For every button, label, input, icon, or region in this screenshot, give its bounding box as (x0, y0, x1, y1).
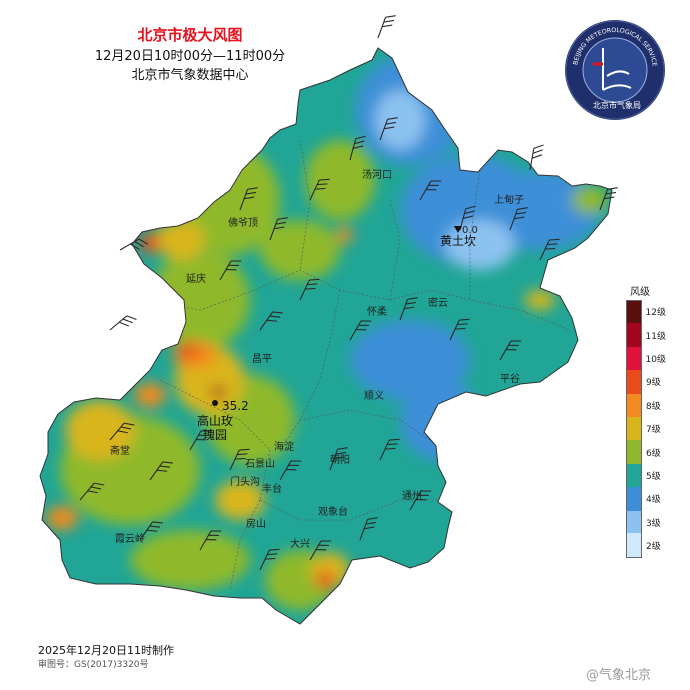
label-shangdianzi: 上甸子 (494, 193, 524, 206)
legend-label: 9级 (646, 378, 661, 389)
label-guanxiangtai: 观象台 (318, 505, 348, 518)
beijing-boundary (39, 47, 613, 625)
made-time: 2025年12月20日11时制作 (38, 644, 174, 657)
legend-swatch (626, 463, 642, 488)
label-daxing: 大兴 (290, 537, 310, 550)
label-fo-ye-ding: 佛爷顶 (228, 216, 258, 229)
bms-logo: BEIJING METEOROLOGICAL SERVICE 北京市气象局 (565, 20, 665, 120)
wind-legend: 风级 12级 11级 10级 9级 8级 7级 6级 5级 4级 3级 2级 (626, 283, 666, 558)
legend-swatch (626, 487, 642, 511)
legend-label: 2级 (646, 542, 661, 553)
legend-swatch (626, 299, 642, 324)
legend-swatch (626, 533, 642, 558)
time-range: 12月20日10时00分—11时00分 (94, 49, 286, 64)
legend-label: 11级 (645, 331, 666, 342)
legend-item: 6级 (626, 440, 666, 464)
label-changping: 昌平 (252, 353, 272, 365)
label-huangtukan: 黄土坎 (440, 234, 476, 248)
map-title: 北京市极大风图 (137, 26, 243, 44)
label-tongzhou: 通州 (402, 490, 422, 502)
legend-label: 5级 (646, 471, 661, 482)
max-wind-marker (212, 400, 218, 406)
max-value: 35.2 (222, 399, 249, 413)
huangtukan-marker (454, 226, 462, 233)
label-pinggu: 平谷 (500, 373, 520, 385)
huangtukan-value: 0.0 (462, 225, 478, 236)
legend-swatch (626, 370, 642, 394)
legend-item: 8级 (626, 393, 666, 417)
legend-swatch (626, 346, 642, 371)
legend-title: 风级 (630, 287, 650, 298)
label-huairou: 怀柔 (367, 306, 387, 318)
wind-barb (109, 312, 138, 338)
label-chaoyang: 朝阳 (330, 454, 350, 466)
legend-swatch (626, 440, 642, 464)
legend-item: 4级 (626, 487, 666, 511)
label-haidian: 海淀 (274, 440, 294, 453)
legend-label: 6级 (646, 448, 661, 459)
legend-item: 10级 (626, 346, 666, 371)
logo-cn-text: 北京市气象局 (593, 100, 641, 110)
label-gaoshan: 高山玫 (197, 413, 233, 428)
label-yanqing: 延庆 (186, 272, 206, 285)
label-miyun: 密云 (428, 296, 448, 309)
data-source: 北京市气象数据中心 (131, 68, 249, 83)
label-gaoshan-2: 瑰园 (203, 427, 227, 442)
legend-item: 3级 (626, 510, 666, 534)
place-labels: 汤河口 上甸子 黄土坎 0.0 佛爷顶 延庆 怀柔 密云 昌平 平谷 顺义 35… (110, 168, 524, 550)
legend-label: 7级 (646, 425, 661, 436)
legend-label: 12级 (645, 308, 666, 319)
legend-swatch (626, 393, 642, 417)
label-shunyi: 顺义 (364, 390, 384, 402)
legend-item: 7级 (626, 416, 666, 441)
legend-label: 8级 (646, 401, 661, 412)
legend-item: 5级 (626, 463, 666, 488)
legend-item: 11级 (626, 323, 666, 347)
legend-label: 10级 (645, 354, 666, 365)
legend-swatch (626, 510, 642, 534)
label-zhaitang: 斋堂 (110, 444, 130, 457)
label-fangshan: 房山 (246, 517, 266, 530)
map-approval: 审图号：GS(2017)3320号 (38, 660, 149, 670)
legend-item: 9级 (626, 370, 666, 394)
label-fengtai: 丰台 (262, 482, 282, 495)
label-xiayunling: 霞云岭 (115, 532, 145, 545)
legend-swatch (626, 323, 642, 347)
wind-barb (377, 12, 397, 42)
label-tanghekou: 汤河口 (362, 168, 392, 181)
legend-swatch (626, 416, 642, 441)
legend-item: 2级 (626, 533, 666, 558)
legend-item: 12级 (626, 299, 666, 324)
legend-label: 3级 (646, 518, 661, 529)
watermark: @气象北京 (586, 668, 652, 683)
label-mentougou: 门头沟 (230, 475, 260, 488)
label-shijingshan: 石景山 (245, 458, 275, 470)
legend-label: 4级 (646, 495, 661, 506)
